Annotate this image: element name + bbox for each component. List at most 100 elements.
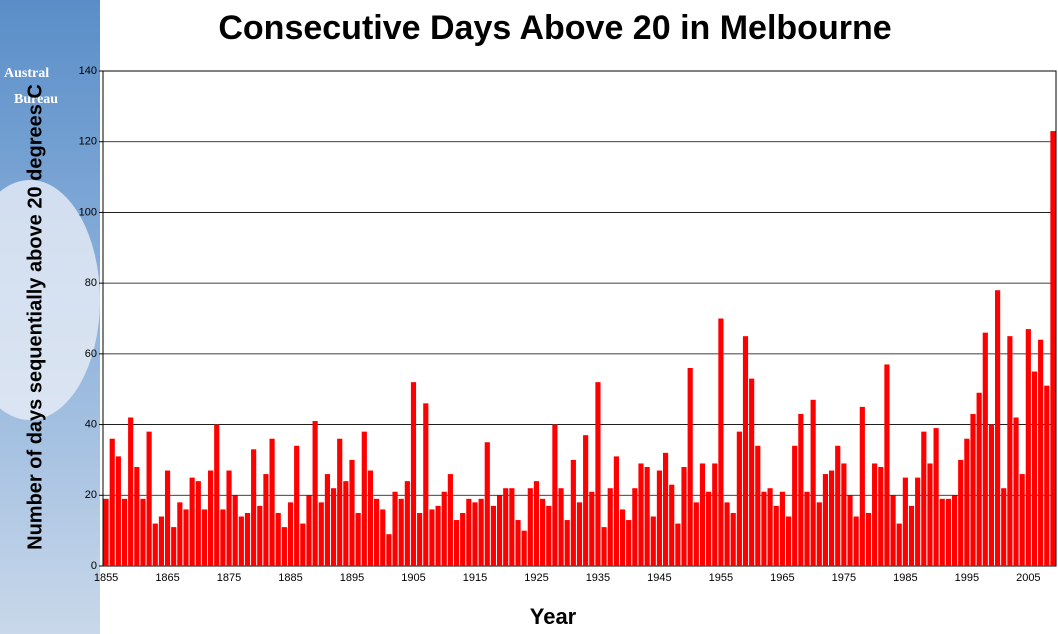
y-tick-label: 80: [85, 277, 97, 289]
bar: [951, 495, 958, 566]
bar: [453, 520, 460, 566]
bar: [798, 413, 804, 566]
bar: [220, 509, 226, 566]
bar: [872, 463, 878, 566]
y-tick-label: 40: [85, 418, 97, 430]
bar: [607, 488, 613, 566]
x-tick-label: 1935: [586, 572, 610, 584]
bar: [662, 452, 669, 566]
bar: [367, 470, 374, 566]
y-axis-label: Number of days sequentially above 20 deg…: [24, 84, 46, 550]
bar: [1013, 417, 1019, 566]
bar: [638, 463, 644, 566]
bar: [521, 530, 527, 566]
bar: [1025, 329, 1031, 566]
bar: [650, 516, 656, 566]
bar: [103, 498, 109, 566]
x-tick-label: 1855: [94, 572, 118, 584]
bar: [540, 498, 546, 566]
bar: [478, 498, 484, 566]
y-tick-label: 20: [85, 489, 97, 501]
bar: [509, 488, 515, 566]
bar: [140, 498, 146, 566]
bar: [761, 491, 767, 566]
bar: [773, 505, 779, 566]
bar: [779, 491, 785, 566]
x-tick-label: 1875: [217, 572, 241, 584]
bar: [281, 527, 287, 566]
bar: [423, 403, 429, 566]
bar: [527, 488, 533, 566]
x-tick-label: 1955: [709, 572, 733, 584]
bar: [490, 505, 497, 566]
bar: [374, 498, 380, 566]
x-tick-label: 1895: [340, 572, 364, 584]
bar: [349, 459, 355, 566]
bar: [613, 456, 619, 566]
bar: [134, 467, 140, 566]
x-tick-label: 1995: [955, 572, 979, 584]
x-tick-label: 1965: [770, 572, 794, 584]
bar: [995, 290, 1001, 566]
bar: [835, 445, 841, 566]
bar: [214, 424, 220, 566]
bar: [908, 505, 915, 566]
bar: [300, 523, 306, 566]
bar: [583, 435, 589, 566]
bar: [287, 502, 294, 566]
bar: [742, 336, 749, 566]
bar: [915, 477, 921, 566]
bar: [810, 399, 816, 566]
bar: [361, 431, 367, 566]
bar: [570, 459, 576, 566]
bar: [226, 470, 232, 566]
bar: [312, 421, 318, 566]
bar: [257, 505, 263, 566]
bar: [958, 459, 964, 566]
x-axis-label: Year: [530, 604, 577, 629]
bar: [632, 488, 638, 566]
bar: [386, 534, 392, 566]
bar: [177, 502, 183, 566]
bar: [146, 431, 152, 566]
bar: [1044, 385, 1050, 566]
y-tick-label: 100: [79, 206, 97, 218]
bar: [859, 406, 865, 566]
bar: [865, 512, 872, 566]
bar: [546, 505, 552, 566]
bar: [109, 438, 115, 566]
bar: [251, 449, 257, 566]
x-tick-label: 1905: [401, 572, 425, 584]
logo-text: Austral: [4, 66, 49, 81]
bar: [398, 498, 404, 566]
bar: [785, 516, 792, 566]
bar: [970, 413, 976, 566]
bar: [128, 417, 134, 566]
bar: [1050, 131, 1056, 566]
bar: [699, 463, 706, 566]
bar: [718, 318, 724, 566]
bar: [441, 491, 447, 566]
x-tick-label: 1975: [832, 572, 856, 584]
bar: [767, 488, 773, 566]
bar: [749, 378, 755, 566]
bar: [306, 495, 312, 566]
bar: [626, 520, 632, 566]
bar: [890, 495, 896, 566]
bar: [896, 523, 902, 566]
bar: [1019, 474, 1025, 566]
bar: [417, 512, 423, 566]
bar: [183, 509, 189, 566]
bar: [189, 477, 195, 566]
plot-area: [102, 70, 1057, 567]
bar: [404, 481, 410, 566]
bar: [1007, 336, 1013, 566]
bar: [564, 520, 570, 566]
x-tick-label: 1945: [647, 572, 671, 584]
bar: [244, 512, 251, 566]
bar: [1038, 339, 1044, 566]
bar: [927, 463, 933, 566]
bar: [380, 509, 386, 566]
bar: [656, 470, 663, 566]
bar: [121, 498, 128, 566]
